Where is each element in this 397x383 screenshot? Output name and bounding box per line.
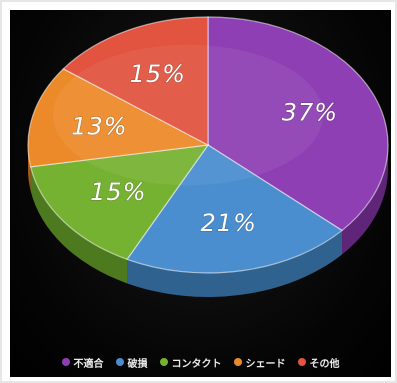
legend-label-shade: シェード — [245, 358, 286, 370]
pie-label-contact: 15% — [90, 178, 146, 206]
legend-item-other: その他 — [297, 355, 340, 370]
pie-label-shade: 13% — [71, 113, 127, 141]
legend-swatch-fit — [61, 358, 70, 366]
legend-item-shade: シェード — [233, 355, 286, 370]
legend-item-contact: コンタクト — [159, 355, 222, 370]
chart-panel: 37% 21% 15% 13% 15% 不適合 破損 コンタクト シェード その他 — [10, 10, 391, 377]
legend-label-contact: コンタクト — [171, 358, 222, 370]
legend-swatch-shade — [233, 358, 242, 366]
legend-swatch-contact — [159, 358, 168, 366]
chart-legend: 不適合 破損 コンタクト シェード その他 — [10, 352, 391, 372]
pie-slice-side-fit — [342, 145, 388, 255]
legend-label-other: その他 — [309, 358, 340, 370]
legend-label-damage: 破損 — [127, 358, 148, 370]
pie-highlight — [53, 44, 323, 186]
pie-slice-side-contact — [30, 166, 128, 284]
legend-swatch-other — [297, 358, 306, 366]
pie-label-fit: 37% — [282, 99, 338, 127]
legend-item-damage: 破損 — [115, 355, 148, 370]
pie-slice-contact — [29, 144, 210, 261]
pie-label-other: 15% — [130, 60, 186, 88]
pie-slice-shade — [27, 68, 210, 168]
legend-item-fit: 不適合 — [61, 355, 104, 370]
pie-slice-other — [62, 16, 209, 146]
legend-swatch-damage — [115, 358, 124, 366]
pie-slice-fit — [207, 16, 389, 232]
pie-slice-side-damage — [127, 230, 343, 298]
pie-chart: 37%21%15%13%15% — [27, 16, 389, 298]
pie-slice-damage — [126, 144, 344, 274]
legend-label-fit: 不適合 — [73, 358, 104, 370]
pie-label-damage: 21% — [201, 209, 257, 237]
